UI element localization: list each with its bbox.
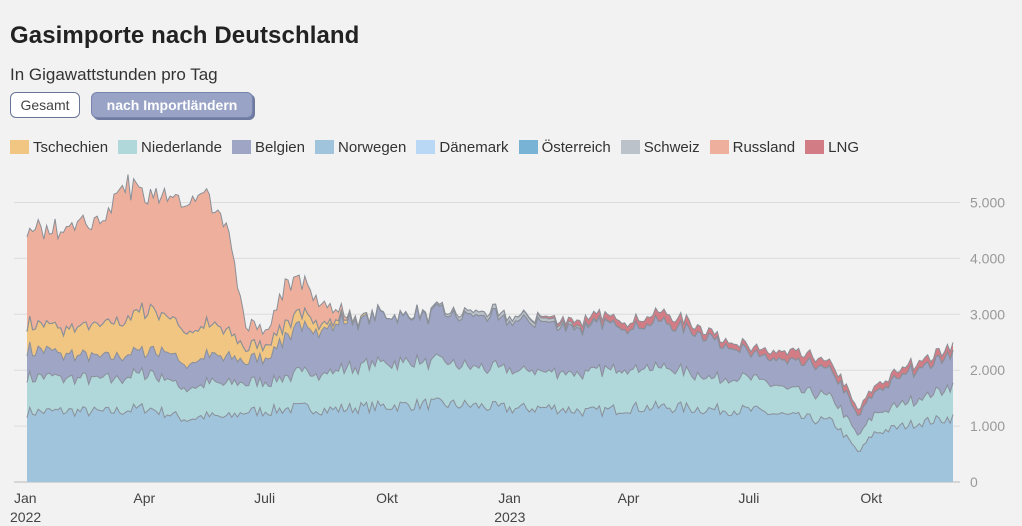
legend-label: Niederlande — [141, 138, 222, 156]
outline-norwegen — [26, 397, 954, 452]
area-russland — [27, 174, 953, 416]
x-tick-label: Okt — [376, 490, 398, 506]
legend-swatch — [518, 140, 538, 154]
x-tick-year-label: 2023 — [494, 509, 525, 525]
x-tick-year-label: 2022 — [10, 509, 41, 525]
outline-niederlande — [26, 352, 954, 436]
area-niederlande — [27, 353, 953, 452]
x-tick-label: Apr — [133, 490, 155, 506]
y-tick-label: 4.000 — [970, 250, 1005, 266]
x-axis: Jan 2022 Apr Juli Okt Jan 2023 Apr Juli Okt — [10, 490, 882, 525]
x-tick-label: Jan — [498, 490, 521, 506]
series-outlines — [26, 174, 954, 452]
x-tick-label: Juli — [254, 490, 275, 506]
legend-item-dänemark: Dänemark — [416, 138, 509, 156]
x-tick-label: Juli — [738, 490, 759, 506]
legend-item-niederlande: Niederlande — [118, 138, 222, 156]
legend-label: Österreich — [541, 138, 611, 156]
legend-label: Schweiz — [643, 138, 700, 156]
chart-title: Gasimporte nach Deutschland — [10, 22, 360, 49]
y-tick-label: 5.000 — [970, 195, 1005, 211]
x-tick-label: Apr — [618, 490, 640, 506]
legend-swatch — [118, 140, 138, 154]
legend-label: Russland — [732, 138, 796, 156]
y-axis: 0 1.000 2.000 3.000 4.000 5.000 — [970, 195, 1005, 491]
x-tick-label: Jan — [14, 490, 37, 506]
toggle-by-country-button[interactable]: nach Importländern — [91, 92, 253, 118]
legend-item-russland: Russland — [709, 138, 796, 156]
area-norwegen — [27, 397, 953, 482]
legend-item-österreich: Österreich — [518, 138, 611, 156]
legend-swatch — [416, 140, 436, 154]
legend-swatch — [805, 140, 825, 154]
legend-label: Belgien — [254, 138, 305, 156]
y-tick-label: 3.000 — [970, 306, 1005, 322]
chart-subtitle: In Gigawattstunden pro Tag — [10, 65, 218, 84]
legend: Tschechien Niederlande Belgien Norwegen Däne… — [10, 138, 869, 156]
legend-label: Tschechien — [33, 138, 109, 156]
x-tick-label: Okt — [860, 490, 882, 506]
stacked-areas — [27, 174, 953, 482]
legend-swatch — [709, 140, 729, 154]
legend-item-norwegen: Norwegen — [314, 138, 407, 156]
legend-item-schweiz: Schweiz — [620, 138, 700, 156]
legend-swatch — [231, 140, 251, 154]
legend-label: LNG — [828, 138, 859, 156]
legend-swatch — [10, 140, 29, 154]
y-tick-label: 2.000 — [970, 362, 1005, 378]
legend-item-tschechien: Tschechien — [10, 138, 108, 156]
legend-item-belgien: Belgien — [231, 138, 305, 156]
legend-swatch — [314, 140, 334, 154]
legend-label: Dänemark — [439, 138, 509, 156]
y-tick-label: 1.000 — [970, 418, 1005, 434]
y-tick-label: 0 — [970, 474, 978, 490]
toggle-total-button[interactable]: Gesamt — [10, 92, 80, 118]
legend-swatch — [620, 140, 640, 154]
legend-item-lng: LNG — [805, 138, 859, 156]
legend-label: Norwegen — [337, 138, 407, 156]
outline-lng — [26, 174, 954, 410]
